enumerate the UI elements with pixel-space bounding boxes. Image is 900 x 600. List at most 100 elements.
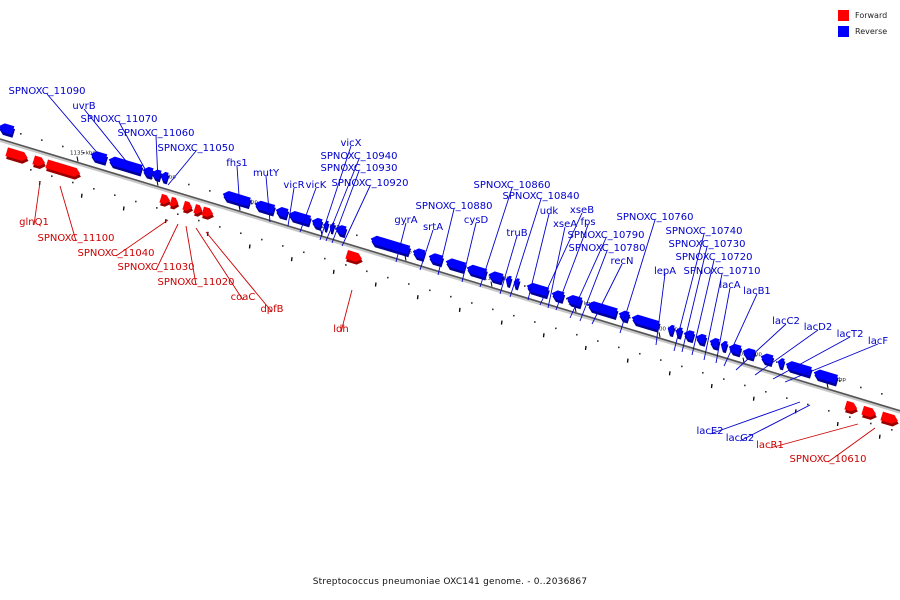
gene-body[interactable] xyxy=(107,155,143,174)
gene-body[interactable] xyxy=(369,234,411,255)
gene-body[interactable] xyxy=(784,360,812,376)
reverse-gene[interactable] xyxy=(322,220,331,233)
gene-body[interactable] xyxy=(861,405,877,419)
gene-arrows[interactable] xyxy=(0,122,900,428)
gene-body[interactable] xyxy=(630,313,660,330)
gene-body[interactable] xyxy=(666,324,675,335)
legend-reverse-label: Reverse xyxy=(855,27,888,36)
reverse-gene[interactable] xyxy=(221,190,253,210)
reverse-gene[interactable] xyxy=(565,293,584,310)
forward-gene[interactable] xyxy=(169,196,181,211)
gene-body[interactable] xyxy=(504,275,512,286)
forward-gene[interactable] xyxy=(345,250,365,266)
gene-body[interactable] xyxy=(159,171,169,182)
reverse-gene[interactable] xyxy=(741,347,757,362)
gene-body[interactable] xyxy=(201,206,214,219)
reverse-gene[interactable] xyxy=(630,313,662,333)
reverse-gene[interactable] xyxy=(310,216,324,231)
gene-body[interactable] xyxy=(287,210,312,225)
forward-gene[interactable] xyxy=(844,400,860,416)
reverse-gene[interactable] xyxy=(334,224,348,239)
reverse-gene[interactable] xyxy=(776,357,787,371)
reverse-gene[interactable] xyxy=(694,332,708,347)
reverse-gene[interactable] xyxy=(719,340,730,354)
reverse-gene[interactable] xyxy=(274,206,290,221)
reverse-gene[interactable] xyxy=(253,199,277,217)
axis-tick xyxy=(826,382,829,389)
gene-body[interactable] xyxy=(32,155,46,168)
gene-body[interactable] xyxy=(89,150,108,163)
forward-gene[interactable] xyxy=(182,200,195,215)
gene-body[interactable] xyxy=(411,247,426,260)
reverse-gene[interactable] xyxy=(727,342,743,358)
gene-body[interactable] xyxy=(150,168,162,180)
gene-body[interactable] xyxy=(0,122,15,135)
axis-tick xyxy=(490,281,493,287)
reverse-gene[interactable] xyxy=(444,257,468,275)
gene-body[interactable] xyxy=(741,347,756,359)
reverse-gene[interactable] xyxy=(504,275,514,288)
gene-body[interactable] xyxy=(776,357,785,368)
forward-gene[interactable] xyxy=(45,159,83,181)
gene-body[interactable] xyxy=(708,337,720,348)
gene-body[interactable] xyxy=(159,193,171,206)
reverse-gene[interactable] xyxy=(812,368,840,387)
reverse-gene[interactable] xyxy=(682,329,696,344)
gene-body[interactable] xyxy=(169,196,179,208)
reverse-gene[interactable] xyxy=(586,300,619,320)
gene-body[interactable] xyxy=(550,289,565,302)
gene-body[interactable] xyxy=(182,200,193,212)
reverse-gene[interactable] xyxy=(107,155,144,177)
reverse-gene[interactable] xyxy=(708,337,721,351)
gene-body[interactable] xyxy=(719,340,728,351)
gene-body[interactable] xyxy=(5,147,29,162)
reverse-gene[interactable] xyxy=(411,247,427,262)
forward-gene[interactable] xyxy=(32,155,48,171)
gene-body[interactable] xyxy=(844,400,858,413)
reverse-gene[interactable] xyxy=(666,324,677,338)
reverse-gene[interactable] xyxy=(784,360,814,379)
gene-body[interactable] xyxy=(427,252,444,265)
reverse-gene[interactable] xyxy=(0,122,16,138)
axis-tick-label: 1100 kbp xyxy=(652,326,678,332)
forward-gene[interactable] xyxy=(880,411,900,428)
gene-body[interactable] xyxy=(465,263,488,278)
reverse-gene[interactable] xyxy=(369,234,412,258)
gene-body[interactable] xyxy=(617,309,630,321)
forward-gene[interactable] xyxy=(5,147,31,165)
gene-body[interactable] xyxy=(586,300,618,318)
forward-gene[interactable] xyxy=(193,204,205,218)
gene-body[interactable] xyxy=(812,368,838,384)
reverse-gene[interactable] xyxy=(89,150,109,166)
gene-body[interactable] xyxy=(193,204,203,215)
track-dot xyxy=(41,139,43,141)
axis-tick xyxy=(156,180,159,186)
forward-gene[interactable] xyxy=(861,405,879,421)
gene-body[interactable] xyxy=(334,224,347,236)
gene-body[interactable] xyxy=(274,206,289,218)
gene-body[interactable] xyxy=(565,293,583,307)
gene-body[interactable] xyxy=(727,342,742,355)
axis-tick xyxy=(76,156,79,162)
gene-body[interactable] xyxy=(525,281,550,297)
reverse-gene[interactable] xyxy=(287,210,313,228)
forward-gene[interactable] xyxy=(159,193,173,208)
gene-body[interactable] xyxy=(310,216,323,228)
gene-body[interactable] xyxy=(45,159,81,178)
reverse-gene[interactable] xyxy=(759,352,775,367)
gene-body[interactable] xyxy=(880,411,899,426)
gene-body[interactable] xyxy=(345,250,363,263)
gene-body[interactable] xyxy=(694,332,707,344)
reverse-gene[interactable] xyxy=(159,171,170,185)
reverse-gene[interactable] xyxy=(550,289,566,304)
gene-body[interactable] xyxy=(444,257,467,272)
gene-body[interactable] xyxy=(322,220,329,230)
reverse-gene[interactable] xyxy=(487,270,505,286)
gene-body[interactable] xyxy=(487,270,504,283)
gene-body[interactable] xyxy=(221,190,251,207)
forward-gene[interactable] xyxy=(201,206,216,222)
gene-body[interactable] xyxy=(759,352,774,365)
gene-body[interactable] xyxy=(253,199,276,214)
reverse-gene[interactable] xyxy=(150,168,163,183)
